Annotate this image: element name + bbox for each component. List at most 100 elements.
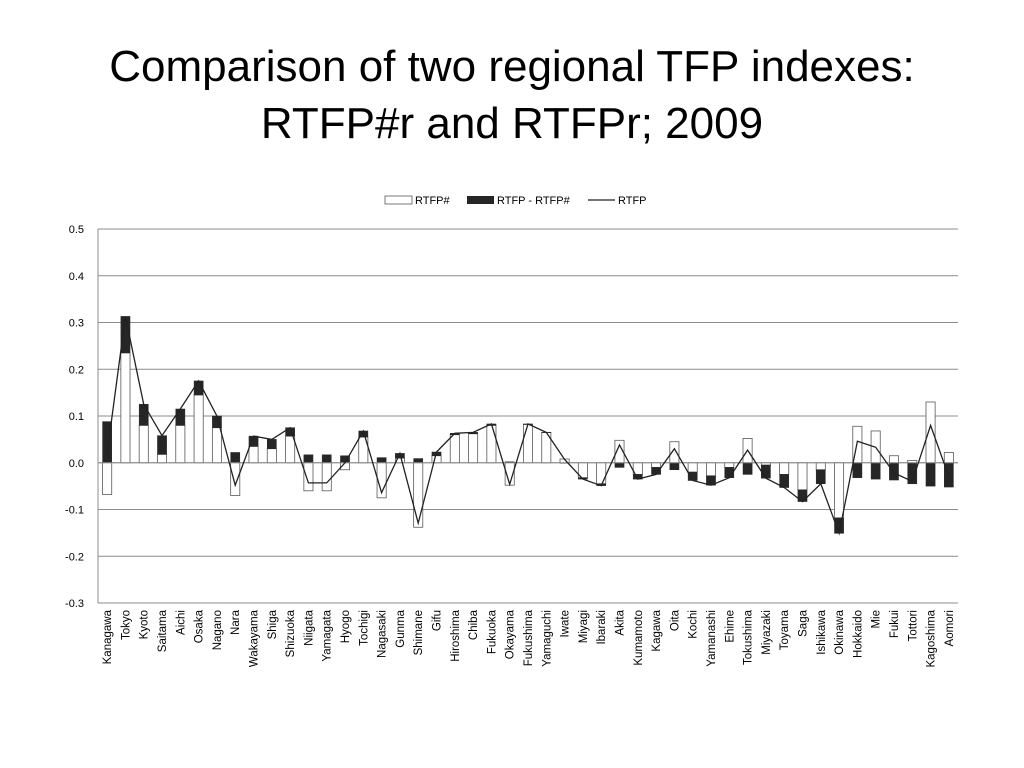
bar-rtfp-diff	[321, 454, 332, 463]
x-tick-label: Ehime	[724, 610, 736, 643]
x-tick-label: Iwate	[560, 610, 572, 638]
x-tick-label: Chiba	[468, 609, 480, 640]
bar-rtfp-diff	[815, 469, 826, 485]
bar-rtfp-hash	[724, 462, 735, 468]
bar-rtfp-hash	[157, 453, 168, 464]
bar-rtfp-hash	[193, 394, 204, 464]
x-tick-label: Nagasaki	[377, 610, 389, 658]
legend-label-rtfp-hash: RTFP#	[415, 195, 451, 207]
x-tick-label: Nara	[230, 609, 242, 635]
x-tick-label: Oita	[669, 609, 681, 631]
y-tick-label: 0.2	[69, 364, 84, 376]
bar-rtfp-hash	[285, 435, 296, 464]
title-line-1: Comparison of two regional TFP indexes:	[109, 42, 915, 91]
bar-rtfp-hash	[138, 424, 149, 464]
y-tick-label: 0.1	[69, 411, 84, 423]
x-tick-label: Shiga	[267, 609, 279, 639]
x-tick-label: Fukui	[889, 610, 901, 638]
bar-rtfp-hash	[687, 462, 698, 473]
bar-rtfp-hash	[779, 462, 790, 475]
y-tick-label: 0.3	[69, 318, 84, 330]
bar-rtfp-hash	[431, 455, 442, 464]
bar-rtfp-diff	[669, 462, 680, 471]
x-tick-label: Miyagi	[578, 610, 590, 643]
bar-rtfp-hash	[248, 445, 259, 464]
bar-rtfp-diff	[175, 408, 186, 426]
x-tick-label: Tottori	[907, 610, 919, 641]
bar-rtfp-hash	[413, 462, 424, 528]
x-tick-label: Yamagata	[322, 609, 334, 661]
bar-rtfp-hash	[486, 424, 497, 464]
legend-swatch-rtfp-hash	[384, 195, 413, 205]
x-tick-label: Shizuoka	[285, 609, 297, 657]
bar-rtfp-hash	[211, 427, 222, 464]
x-tick-label: Mie	[871, 610, 883, 629]
x-tick-label: Toyama	[779, 609, 791, 650]
x-tick-label: Gifu	[432, 610, 444, 631]
x-tick-label: Kagawa	[651, 609, 663, 651]
bar-rtfp-hash	[797, 462, 808, 491]
bar-rtfp-diff	[742, 462, 753, 475]
bar-rtfp-hash	[102, 462, 113, 495]
bar-rtfp-hash	[834, 462, 845, 519]
x-tick-label: Hiroshima	[450, 609, 462, 661]
bar-rtfp-hash	[943, 452, 954, 464]
y-tick-label: 0.5	[69, 224, 84, 236]
x-tick-label: Kanagawa	[102, 609, 114, 664]
bar-rtfp-diff	[889, 462, 899, 481]
bar-rtfp-hash	[175, 424, 186, 464]
x-tick-label: Miyazaki	[761, 610, 773, 655]
bar-rtfp-hash	[523, 424, 533, 464]
y-tick-label: -0.2	[65, 551, 84, 563]
y-tick-label: 0.0	[69, 458, 84, 470]
x-tick-label: Saitama	[157, 609, 169, 652]
x-tick-label: Ibaraki	[596, 610, 608, 645]
x-tick-label: Kochi	[688, 610, 700, 639]
x-tick-label: Fukushima	[523, 609, 535, 666]
bar-rtfp-diff	[157, 435, 167, 455]
bar-rtfp-hash	[266, 448, 277, 464]
line-rtfp	[106, 316, 950, 536]
x-tick-label: Okinawa	[834, 609, 846, 654]
bar-rtfp-diff	[413, 458, 424, 464]
bar-rtfp-hash	[321, 462, 332, 492]
bar-rtfp-hash	[468, 433, 479, 464]
legend-swatch-rtfp-diff	[467, 196, 494, 204]
bar-rtfp-hash	[888, 455, 899, 464]
x-tick-label: Kumamoto	[633, 610, 645, 666]
x-tick-label: Niigata	[303, 609, 315, 645]
x-tick-label: Saga	[797, 609, 809, 636]
bar-rtfp-hash	[120, 352, 131, 464]
bar-rtfp-diff	[852, 462, 863, 478]
title-line-2: RTFP#r and RTFPr; 2009	[260, 99, 764, 148]
y-tick-label: -0.1	[65, 505, 84, 517]
bar-rtfp-diff	[870, 462, 881, 480]
bar-rtfp-diff	[376, 457, 387, 464]
legend-label-rtfp-diff: RTFP - RTFP#	[497, 195, 571, 207]
bar-rtfp-hash	[303, 462, 314, 492]
bar-rtfp-hash	[651, 462, 662, 468]
x-tick-label: Tokushima	[743, 609, 755, 665]
x-tick-label: Tokyo	[120, 610, 132, 640]
bar-rtfp-hash	[596, 462, 607, 485]
x-tick-label: Kyoto	[139, 610, 151, 639]
slide-title: Comparison of two regional TFP indexes: …	[0, 38, 1024, 152]
bar-rtfp-diff	[303, 454, 314, 463]
y-tick-label: 0.4	[69, 271, 84, 283]
x-tick-label: Akita	[614, 609, 626, 635]
x-tick-label: Ishikawa	[816, 609, 828, 654]
bar-rtfp-hash	[706, 462, 716, 477]
bar-rtfp-hash	[230, 462, 241, 496]
x-tick-label: Fukuoka	[486, 609, 498, 654]
x-tick-label: Yamanashi	[706, 610, 718, 667]
x-tick-label: Okayama	[505, 609, 517, 659]
x-tick-label: Tochigi	[358, 610, 370, 646]
x-tick-label: Wakayama	[249, 609, 261, 667]
bar-rtfp-diff	[761, 464, 771, 479]
x-tick-label: Shimane	[413, 610, 425, 655]
bar-rtfp-diff	[925, 462, 936, 487]
bar-rtfp-diff	[614, 462, 625, 468]
x-tick-label: Kagoshima	[926, 609, 938, 667]
